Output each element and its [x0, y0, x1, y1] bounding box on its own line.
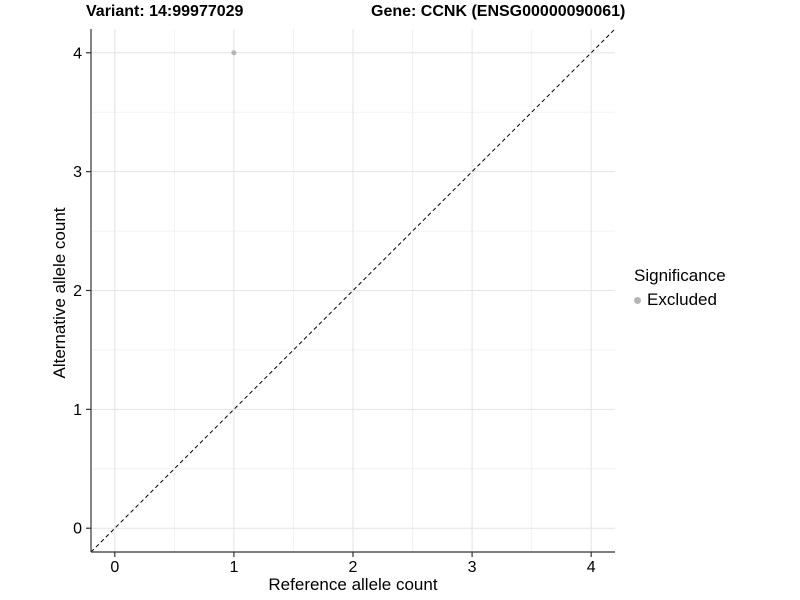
x-tick-label: 4	[587, 559, 596, 576]
y-tick-label: 3	[73, 164, 82, 181]
legend: Significance Excluded	[634, 266, 726, 310]
legend-item-label: Excluded	[647, 290, 717, 309]
y-tick-label: 0	[73, 521, 82, 538]
y-tick-label: 4	[73, 45, 82, 62]
identity-line	[90, 28, 616, 553]
plot-title-gene: Gene: CCNK (ENSG00000090061)	[371, 3, 626, 20]
y-tick-label: 1	[73, 402, 82, 419]
y-tick-label: 2	[73, 283, 82, 300]
y-axis-label: Alternative allele count	[50, 207, 69, 379]
x-tick-label: 3	[468, 559, 477, 576]
x-tick-label: 0	[110, 559, 119, 576]
plot-title-variant: Variant: 14:99977029	[86, 3, 244, 20]
x-tick-label: 1	[229, 559, 238, 576]
legend-title: Significance	[634, 266, 726, 285]
x-axis-label: Reference allele count	[268, 575, 438, 594]
data-point	[231, 50, 237, 56]
x-tick-label: 2	[349, 559, 358, 576]
legend-point-icon	[634, 296, 641, 304]
legend-item-excluded: Excluded	[634, 290, 726, 310]
